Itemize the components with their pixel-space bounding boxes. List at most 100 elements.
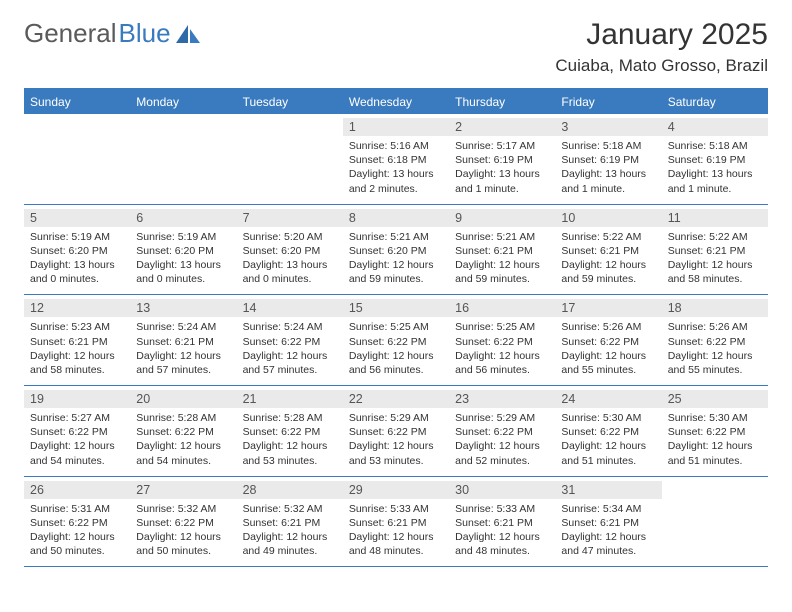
day-number: 9 [449, 209, 555, 227]
sunrise-text: Sunrise: 5:26 AM [668, 320, 762, 334]
calendar-cell: 1 Sunrise: 5:16 AMSunset: 6:18 PMDaylight… [343, 114, 449, 204]
calendar-cell: 24 Sunrise: 5:30 AMSunset: 6:22 PMDayligh… [555, 386, 661, 476]
sunrise-text: Sunrise: 5:26 AM [561, 320, 655, 334]
calendar-cell: 20Sunrise: 5:28 AMSunset: 6:22 PMDayligh… [130, 386, 236, 476]
calendar-cell: 4Sunrise: 5:18 AMSunset: 6:19 PMDaylight… [662, 114, 768, 204]
day-number: 13 [130, 299, 236, 317]
daylight-text: Daylight: 12 hours and 54 minutes. [30, 439, 124, 467]
sunset-text: Sunset: 6:22 PM [455, 335, 549, 349]
daylight-text: Daylight: 12 hours and 48 minutes. [455, 530, 549, 558]
sunset-text: Sunset: 6:22 PM [668, 335, 762, 349]
sunrise-text: Sunrise: 5:24 AM [136, 320, 230, 334]
sunrise-text: Sunrise: 5:32 AM [136, 502, 230, 516]
day-number: 24 [555, 390, 661, 408]
sunrise-text: Sunrise: 5:33 AM [455, 502, 549, 516]
sunset-text: Sunset: 6:22 PM [668, 425, 762, 439]
day-number: 26 [24, 481, 130, 499]
daylight-text: Daylight: 12 hours and 49 minutes. [243, 530, 337, 558]
day-details: Sunrise: 5:19 AMSunset: 6:20 PMDaylight:… [136, 230, 230, 287]
day-details: Sunrise: 5:19 AMSunset: 6:20 PMDaylight:… [30, 230, 124, 287]
sunrise-text: Sunrise: 5:18 AM [561, 139, 655, 153]
calendar-week: 19Sunrise: 5:27 AMSunset: 6:22 PMDayligh… [24, 386, 768, 477]
day-details: Sunrise: 5:25 AMSunset: 6:22 PMDaylight:… [455, 320, 549, 377]
calendar-cell: 31Sunrise: 5:34 AMSunset: 6:21 PMDayligh… [555, 477, 661, 567]
sunset-text: Sunset: 6:21 PM [136, 335, 230, 349]
calendar: Sunday Monday Tuesday Wednesday Thursday… [24, 88, 768, 567]
sunset-text: Sunset: 6:20 PM [349, 244, 443, 258]
day-number: 17 [555, 299, 661, 317]
calendar-cell: 29Sunrise: 5:33 AMSunset: 6:21 PMDayligh… [343, 477, 449, 567]
sunset-text: Sunset: 6:22 PM [30, 516, 124, 530]
calendar-cell: 22Sunrise: 5:29 AMSunset: 6:22 PMDayligh… [343, 386, 449, 476]
calendar-cell: 28 Sunrise: 5:32 AMSunset: 6:21 PMDayligh… [237, 477, 343, 567]
calendar-week: 26Sunrise: 5:31 AMSunset: 6:22 PMDayligh… [24, 477, 768, 568]
calendar-cell [130, 114, 236, 204]
day-number: 30 [449, 481, 555, 499]
sunrise-text: Sunrise: 5:25 AM [349, 320, 443, 334]
day-details: Sunrise: 5:34 AMSunset: 6:21 PMDaylight:… [561, 502, 655, 559]
day-details: Sunrise: 5:21 AMSunset: 6:21 PMDaylight:… [455, 230, 549, 287]
calendar-cell: 13 Sunrise: 5:24 AMSunset: 6:21 PMDayligh… [130, 295, 236, 385]
day-number: 8 [343, 209, 449, 227]
calendar-cell: 25Sunrise: 5:30 AMSunset: 6:22 PMDayligh… [662, 386, 768, 476]
sunrise-text: Sunrise: 5:29 AM [455, 411, 549, 425]
daylight-text: Daylight: 12 hours and 54 minutes. [136, 439, 230, 467]
sunset-text: Sunset: 6:21 PM [455, 516, 549, 530]
calendar-cell: 17 Sunrise: 5:26 AMSunset: 6:22 PMDayligh… [555, 295, 661, 385]
day-number: 1 [343, 118, 449, 136]
sunset-text: Sunset: 6:18 PM [349, 153, 443, 167]
daylight-text: Daylight: 12 hours and 52 minutes. [455, 439, 549, 467]
sunset-text: Sunset: 6:22 PM [243, 425, 337, 439]
sunset-text: Sunset: 6:20 PM [136, 244, 230, 258]
day-details: Sunrise: 5:25 AMSunset: 6:22 PMDaylight:… [349, 320, 443, 377]
sunrise-text: Sunrise: 5:17 AM [455, 139, 549, 153]
day-number: 7 [237, 209, 343, 227]
day-details: Sunrise: 5:18 AMSunset: 6:19 PMDaylight:… [561, 139, 655, 196]
sunset-text: Sunset: 6:21 PM [668, 244, 762, 258]
day-header-tue: Tuesday [237, 90, 343, 114]
day-details: Sunrise: 5:30 AMSunset: 6:22 PMDaylight:… [561, 411, 655, 468]
daylight-text: Daylight: 13 hours and 0 minutes. [243, 258, 337, 286]
calendar-cell: 19Sunrise: 5:27 AMSunset: 6:22 PMDayligh… [24, 386, 130, 476]
daylight-text: Daylight: 12 hours and 57 minutes. [136, 349, 230, 377]
day-details: Sunrise: 5:32 AMSunset: 6:21 PMDaylight:… [243, 502, 337, 559]
day-details: Sunrise: 5:33 AMSunset: 6:21 PMDaylight:… [349, 502, 443, 559]
sunrise-text: Sunrise: 5:19 AM [136, 230, 230, 244]
calendar-week: 12Sunrise: 5:23 AMSunset: 6:21 PMDayligh… [24, 295, 768, 386]
sunrise-text: Sunrise: 5:33 AM [349, 502, 443, 516]
calendar-cell: 16Sunrise: 5:25 AMSunset: 6:22 PMDayligh… [449, 295, 555, 385]
day-number: 14 [237, 299, 343, 317]
day-details: Sunrise: 5:28 AMSunset: 6:22 PMDaylight:… [243, 411, 337, 468]
calendar-cell: 11Sunrise: 5:22 AMSunset: 6:21 PMDayligh… [662, 205, 768, 295]
calendar-cell: 23Sunrise: 5:29 AMSunset: 6:22 PMDayligh… [449, 386, 555, 476]
day-details: Sunrise: 5:16 AMSunset: 6:18 PMDaylight:… [349, 139, 443, 196]
logo-sail-icon [175, 23, 201, 45]
sunrise-text: Sunrise: 5:16 AM [349, 139, 443, 153]
day-details: Sunrise: 5:26 AMSunset: 6:22 PMDaylight:… [561, 320, 655, 377]
sunset-text: Sunset: 6:22 PM [136, 425, 230, 439]
day-details: Sunrise: 5:22 AMSunset: 6:21 PMDaylight:… [561, 230, 655, 287]
sunrise-text: Sunrise: 5:30 AM [561, 411, 655, 425]
sunrise-text: Sunrise: 5:21 AM [349, 230, 443, 244]
daylight-text: Daylight: 13 hours and 0 minutes. [30, 258, 124, 286]
daylight-text: Daylight: 12 hours and 56 minutes. [349, 349, 443, 377]
calendar-cell: 7Sunrise: 5:20 AMSunset: 6:20 PMDaylight… [237, 205, 343, 295]
logo: GeneralBlue [24, 18, 201, 49]
calendar-cell: 14 Sunrise: 5:24 AMSunset: 6:22 PMDayligh… [237, 295, 343, 385]
daylight-text: Daylight: 12 hours and 59 minutes. [455, 258, 549, 286]
sunset-text: Sunset: 6:21 PM [30, 335, 124, 349]
logo-text-2: Blue [119, 18, 171, 49]
day-header-sun: Sunday [24, 90, 130, 114]
sunset-text: Sunset: 6:21 PM [561, 244, 655, 258]
day-number: 28 [237, 481, 343, 499]
day-details: Sunrise: 5:18 AMSunset: 6:19 PMDaylight:… [668, 139, 762, 196]
day-header-thu: Thursday [449, 90, 555, 114]
sunrise-text: Sunrise: 5:24 AM [243, 320, 337, 334]
daylight-text: Daylight: 12 hours and 57 minutes. [243, 349, 337, 377]
sunrise-text: Sunrise: 5:29 AM [349, 411, 443, 425]
calendar-cell: 27Sunrise: 5:32 AMSunset: 6:22 PMDayligh… [130, 477, 236, 567]
sunset-text: Sunset: 6:22 PM [30, 425, 124, 439]
calendar-week: 1 Sunrise: 5:16 AMSunset: 6:18 PMDaylight… [24, 114, 768, 205]
day-header-mon: Monday [130, 90, 236, 114]
sunset-text: Sunset: 6:22 PM [243, 335, 337, 349]
